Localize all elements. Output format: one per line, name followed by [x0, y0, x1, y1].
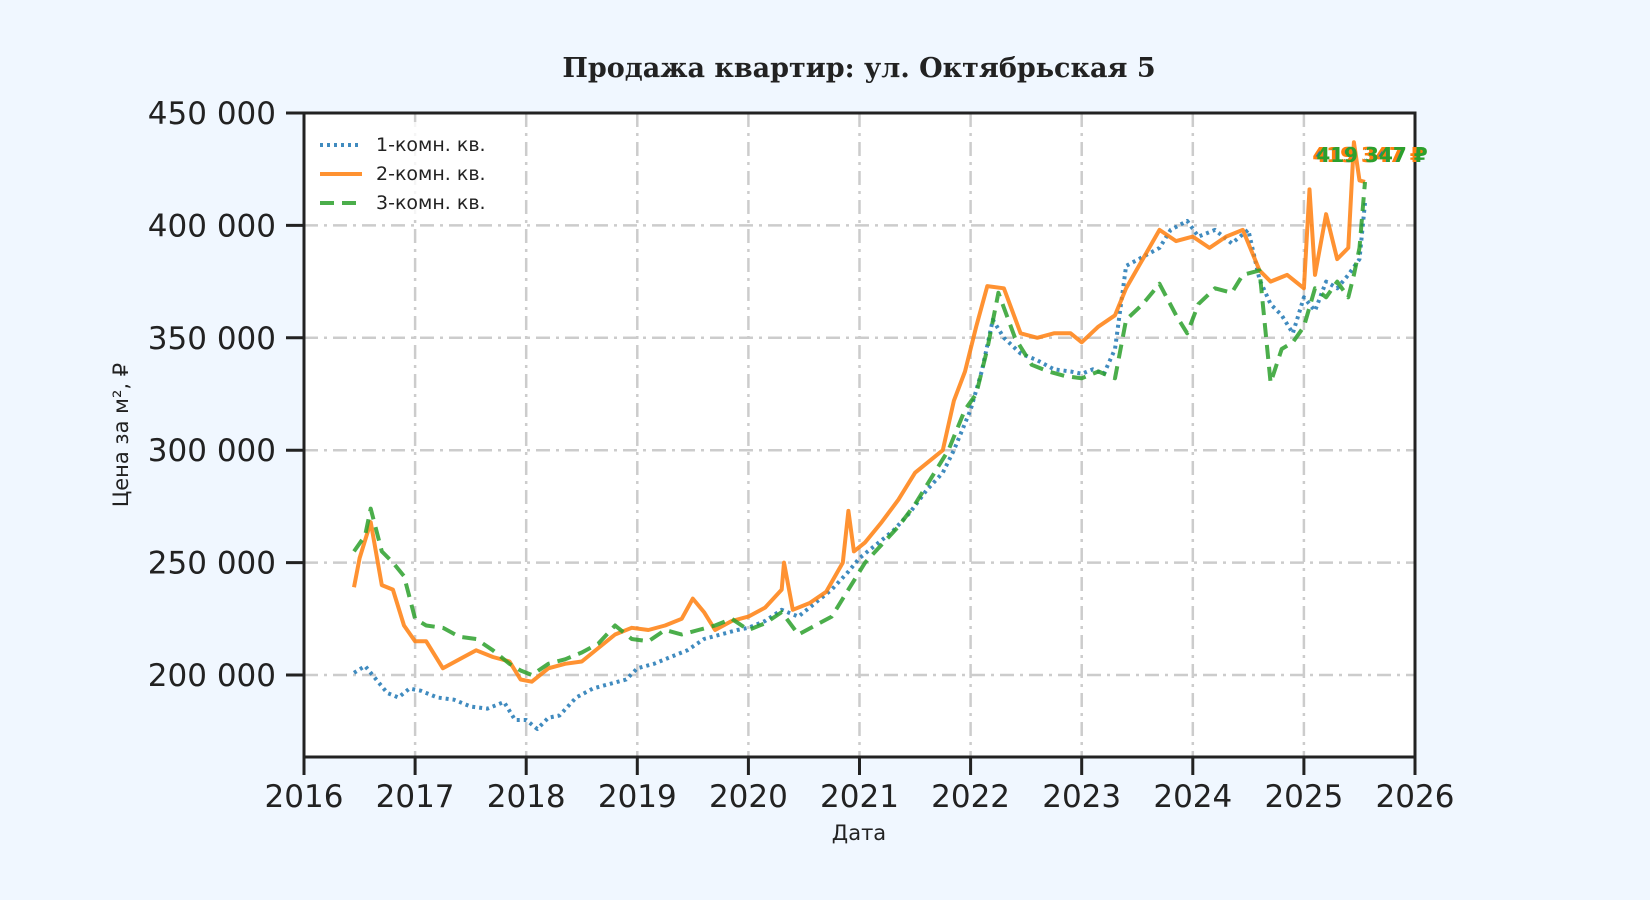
- y-tick-label: 300 000: [148, 433, 276, 469]
- y-axis-label: Цена за м², ₽: [109, 363, 133, 507]
- annotation-green: 419 347 ₽: [1316, 143, 1427, 167]
- annotation-blue: 419 347 ₽: [1314, 143, 1425, 167]
- y-tick-label: 250 000: [148, 546, 276, 582]
- legend-label-2room: 2-комн. кв.: [376, 163, 486, 185]
- series-line-1: [352, 202, 1367, 731]
- end-value-annotation: 419 347 ₽ 419 347 ₽ 419 347 ₽: [1312, 143, 1427, 167]
- x-tick-label: 2023: [1042, 779, 1121, 815]
- legend: 1-комн. кв. 2-комн. кв. 3-комн. кв.: [312, 122, 507, 214]
- y-tick-label: 450 000: [148, 96, 276, 132]
- x-tick-label: 2022: [931, 779, 1010, 815]
- legend-box: [312, 122, 507, 214]
- x-tick-label: 2021: [820, 779, 899, 815]
- x-tick-label: 2026: [1376, 779, 1455, 815]
- legend-item-1room: 1-комн. кв.: [320, 134, 486, 156]
- y-tick-label: 400 000: [148, 208, 276, 244]
- annotation-orange: 419 347 ₽: [1312, 143, 1423, 167]
- x-tick-label: 2019: [598, 779, 677, 815]
- x-tick-label: 2024: [1153, 779, 1232, 815]
- x-tick-label: 2025: [1264, 779, 1343, 815]
- series-line-2: [352, 140, 1366, 684]
- legend-item-3room: 3-комн. кв.: [320, 192, 486, 214]
- x-tick-label: 2020: [709, 779, 788, 815]
- x-tick-label: 2016: [265, 779, 344, 815]
- y-tick-label: 200 000: [148, 658, 276, 694]
- x-axis: 2016 2017 2018 2019 2020 2021 2022 2023 2024 2025…: [265, 757, 1455, 815]
- chart-title: Продажа квартир: ул. Октябрьская 5: [562, 53, 1155, 84]
- legend-label-1room: 1-комн. кв.: [376, 134, 486, 156]
- y-tick-label: 350 000: [148, 321, 276, 357]
- legend-label-3room: 3-комн. кв.: [376, 192, 486, 214]
- x-tick-label: 2018: [487, 779, 566, 815]
- x-axis-label: Дата: [832, 821, 886, 845]
- series-layer: [352, 140, 1367, 731]
- y-axis: 200 000 250 000 300 000 350 000 400 000 450 0…: [148, 96, 304, 694]
- x-tick-label: 2017: [376, 779, 455, 815]
- series-line-3: [352, 181, 1367, 677]
- legend-item-2room: 2-комн. кв.: [320, 163, 486, 185]
